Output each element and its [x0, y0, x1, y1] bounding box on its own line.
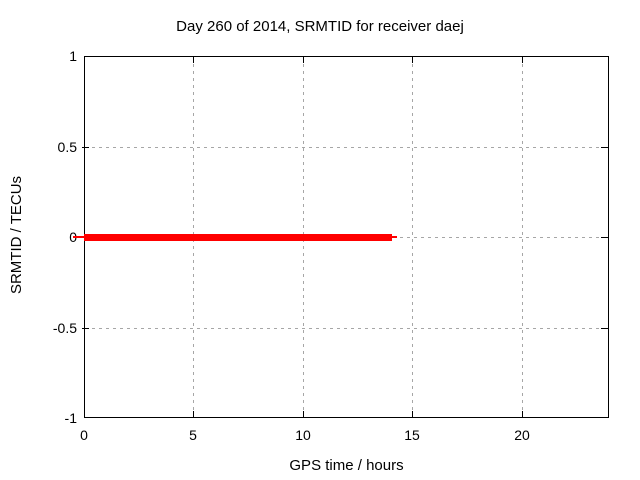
- series-end-dash: [392, 236, 398, 238]
- x-tick-label: 15: [404, 427, 420, 443]
- y-tickmark-left: [82, 147, 89, 148]
- x-tickmark-bottom: [522, 411, 523, 417]
- y-tickmark-right: [601, 147, 608, 148]
- y-tick-label: 0: [33, 229, 77, 245]
- y-tickmark-right: [601, 237, 608, 238]
- x-tickmark-top: [412, 57, 413, 63]
- x-tickmark-top: [193, 57, 194, 63]
- x-tick-label: 20: [514, 427, 530, 443]
- y-gridline: [85, 328, 608, 329]
- y-tick-label: 1: [69, 48, 77, 64]
- x-tickmark-bottom: [412, 411, 413, 417]
- x-tick-label: 0: [80, 427, 88, 443]
- x-tickmark-top: [303, 57, 304, 63]
- x-tick-label: 10: [295, 427, 311, 443]
- y-axis-label: SRMTID / TECUs: [8, 175, 25, 295]
- x-tickmark-top: [522, 57, 523, 63]
- y-gridline: [85, 147, 608, 148]
- y-tick-label: -1: [64, 410, 77, 426]
- chart-title: Day 260 of 2014, SRMTID for receiver dae…: [176, 18, 464, 35]
- x-tickmark-bottom: [303, 411, 304, 417]
- y-tick-label: 0.5: [57, 139, 77, 155]
- y-tickmark-right: [601, 328, 608, 329]
- y-tickmark-left: [82, 328, 89, 329]
- x-tick-label: 5: [189, 427, 197, 443]
- y-tick-label: -0.5: [52, 320, 77, 336]
- x-axis-label: GPS time / hours: [289, 457, 404, 474]
- series-line: [84, 233, 393, 241]
- x-tickmark-bottom: [193, 411, 194, 417]
- series-start-dash: [73, 236, 84, 238]
